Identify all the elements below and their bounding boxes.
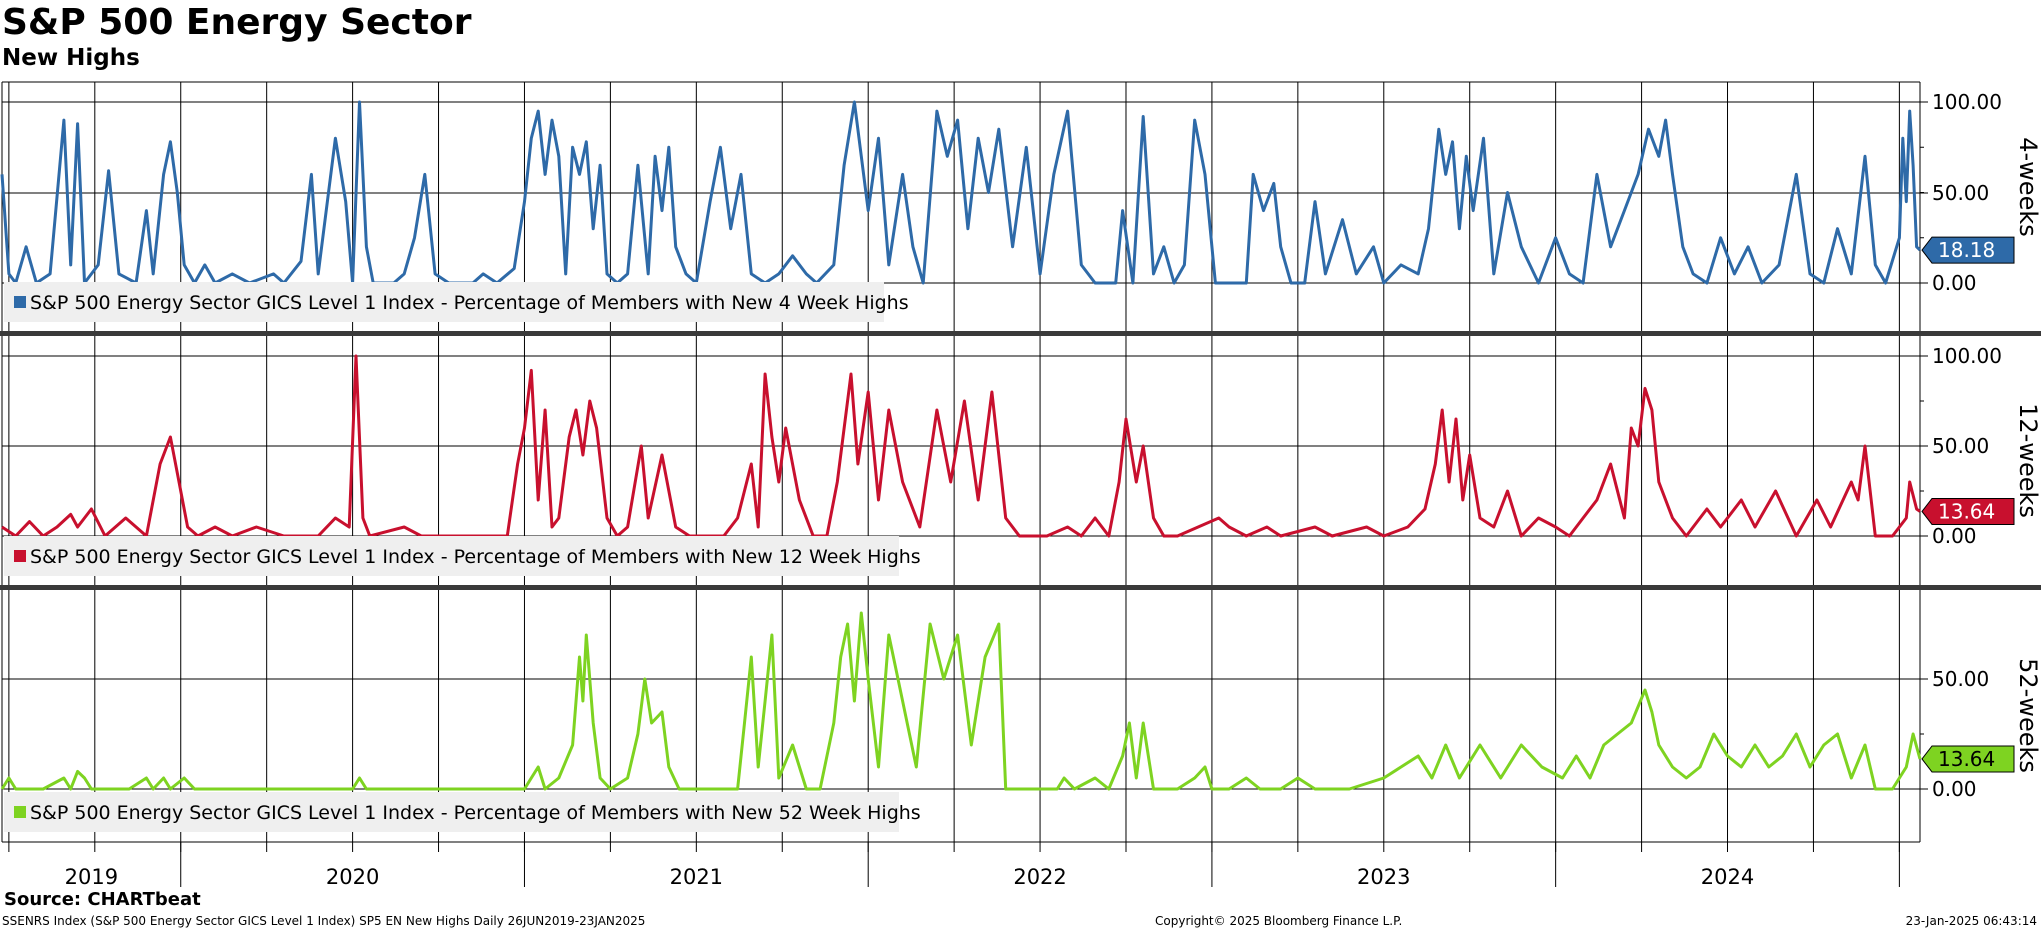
legend-label: S&P 500 Energy Sector GICS Level 1 Index… [30,292,909,314]
series-line-52-weeks [0,611,1922,791]
panel-name: 4-weeks [2014,137,2041,237]
panel-name: 52-weeks [2014,658,2041,773]
last-value-tag: 13.64 [1921,497,2015,525]
legend: S&P 500 Energy Sector GICS Level 1 Index… [4,282,909,322]
panel-4-weeks: 100.00 50.00 0.00 18.18 4-weeks S&P 500 Energ… [0,82,2041,332]
legend-bg [4,792,899,832]
last-value-label: 13.64 [1938,499,1995,523]
y-tick-label: 50.00 [1932,181,1989,205]
panel-separator [0,585,2041,590]
y-tick-label: 100.00 [1932,344,2002,368]
last-value-tag: 13.64 [1921,745,2015,773]
legend-swatch [14,806,26,818]
legend-swatch [14,550,26,562]
y-tick-label: 50.00 [1932,667,1989,691]
last-value-tag: 18.18 [1921,236,2015,264]
legend-bg [4,282,884,322]
panel-name: 12-weeks [2014,403,2041,518]
legend: S&P 500 Energy Sector GICS Level 1 Index… [4,536,921,576]
last-value-label: 13.64 [1938,747,1995,771]
series-description: SSENRS Index (S&P 500 Energy Sector GICS… [2,914,646,928]
series-line-12-weeks [1,354,1921,538]
y-tick-label: 0.00 [1932,777,1977,801]
chart-title: S&P 500 Energy Sector [2,2,472,43]
last-value-tag-bg [1921,497,2015,525]
y-tick-label: 0.00 [1932,524,1977,548]
x-tick-label: 2022 [1013,865,1066,889]
last-value-label: 18.18 [1938,238,1995,262]
timestamp: 23-Jan-2025 06:43:14 [1905,914,2037,928]
x-tick-label: 2021 [670,865,723,889]
legend-label: S&P 500 Energy Sector GICS Level 1 Index… [30,546,921,568]
last-value-tag-bg [1921,745,2015,773]
x-tick-label: 2019 [65,865,118,889]
legend: S&P 500 Energy Sector GICS Level 1 Index… [4,792,921,832]
copyright: Copyright© 2025 Bloomberg Finance L.P. [1155,914,1403,928]
legend-swatch [14,296,26,308]
y-tick-label: 100.00 [1932,90,2002,114]
x-tick-label: 2024 [1701,865,1754,889]
legend-bg [4,536,899,576]
series-line-4-weeks [0,100,1922,285]
last-value-tag-bg [1921,236,2015,264]
chart-subtitle: New Highs [2,45,140,71]
x-tick-label: 2023 [1357,865,1410,889]
panel-separator [0,331,2041,336]
y-tick-label: 50.00 [1932,434,1989,458]
x-tick-label: 2020 [326,865,379,889]
panel-52-weeks: 50.00 0.00 13.64 52-weeks S&P 500 Energy Sec… [0,589,2041,842]
y-tick-label: 0.00 [1932,271,1977,295]
source-label: Source: CHARTbeat [4,889,201,910]
legend-label: S&P 500 Energy Sector GICS Level 1 Index… [30,802,921,824]
